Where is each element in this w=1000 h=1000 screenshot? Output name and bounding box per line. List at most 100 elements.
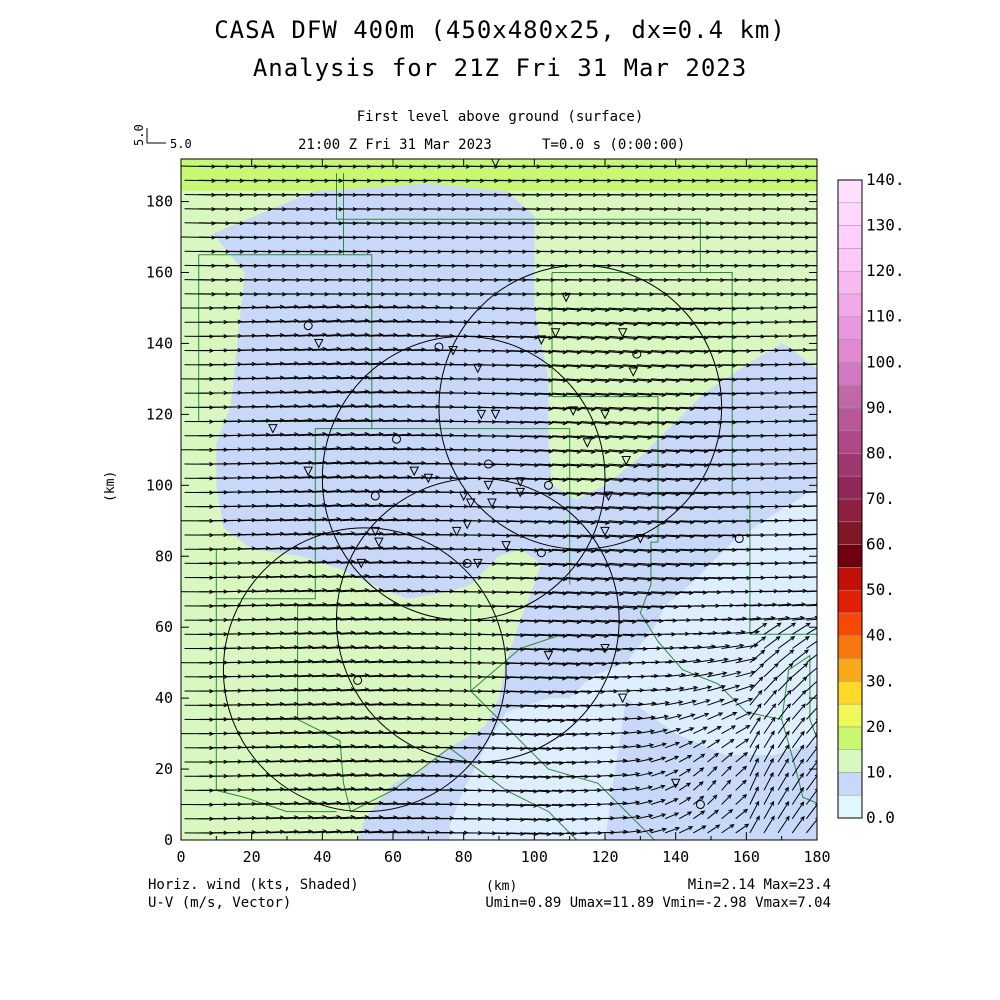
station-triangle	[635, 534, 646, 544]
wind-vector	[806, 236, 817, 238]
wind-vector	[735, 794, 748, 805]
wind-vector	[396, 588, 427, 593]
y-axis-label: (km)	[103, 470, 118, 502]
wind-vector	[636, 813, 654, 820]
wind-vector	[806, 627, 817, 635]
axes: 0 20 40 60 80 100 120 140 160 180 0 20 40 60 80 100 120 1…	[146, 159, 831, 866]
boundary-1	[343, 254, 373, 415]
wind-vector	[678, 797, 692, 805]
wind-vector	[255, 403, 285, 409]
y-tick-label: 60	[155, 618, 173, 636]
station-triangle	[465, 498, 476, 509]
stations	[268, 159, 744, 810]
colorbar-label: 130.	[866, 216, 905, 235]
boundary-3	[215, 414, 373, 600]
wind-vector	[509, 519, 540, 525]
wind-vector	[396, 616, 427, 622]
radar-ring-1	[321, 335, 606, 621]
wind-vector	[622, 743, 642, 749]
station-triangle	[582, 438, 593, 448]
wind-vector	[650, 770, 666, 777]
colorbar-swatch	[837, 749, 863, 773]
wind-vector	[396, 574, 427, 579]
wind-vector	[509, 789, 539, 794]
wind-vector	[664, 727, 682, 735]
wind-vector	[509, 377, 540, 383]
wind-vector	[792, 636, 810, 649]
wind-vector	[721, 698, 739, 706]
wind-vector	[806, 562, 817, 564]
wind-vector	[806, 618, 817, 621]
reference-vector: 5.0 5.0	[132, 124, 192, 151]
wind-vector	[806, 279, 817, 281]
wind-vector	[678, 826, 694, 834]
wind-vector	[806, 576, 817, 578]
wind-vector	[396, 702, 427, 707]
wind-vector	[792, 602, 817, 607]
station-triangle	[501, 541, 511, 551]
boundary-5	[336, 173, 701, 273]
wind-vector	[763, 676, 778, 692]
colorbar-swatch	[837, 202, 863, 226]
wind-vector	[269, 673, 300, 678]
wind-vector	[806, 590, 817, 593]
wind-vector	[396, 304, 427, 310]
colorbar: 0.0 10. 20. 30. 40. 50. 60. 70. 80. 90. 100. 110. 12…	[837, 170, 905, 827]
wind-vector	[791, 703, 806, 720]
footer-vector-label: U-V (m/s, Vector)	[148, 895, 292, 911]
wind-vector	[269, 460, 300, 465]
y-tick-label: 160	[146, 264, 173, 282]
wind-vector	[665, 700, 684, 706]
station-triangle	[462, 519, 473, 530]
boundary-7	[552, 272, 733, 397]
ref-vector-tick: 5.0	[132, 124, 146, 146]
wind-vector	[679, 699, 698, 706]
wind-vector	[735, 656, 758, 664]
wind-vector	[650, 700, 671, 706]
wind-vector	[255, 489, 285, 494]
wind-vector	[707, 698, 725, 706]
wind-vector	[269, 588, 300, 593]
wind-vector	[692, 795, 705, 805]
level-label: First level above ground (surface)	[356, 109, 644, 125]
wind-vector	[806, 420, 817, 422]
wind-vector	[791, 758, 805, 777]
wind-vector	[777, 744, 790, 763]
wind-vector	[678, 741, 694, 749]
wind-vector	[763, 743, 775, 763]
wind-vector	[509, 420, 540, 425]
wind-vector	[777, 703, 792, 720]
wind-vector	[509, 363, 540, 369]
wind-vector	[255, 347, 285, 352]
wind-vector	[749, 757, 759, 777]
station-circle	[734, 534, 744, 544]
wind-vector	[664, 798, 679, 805]
wind-vector	[255, 531, 285, 537]
wind-vector	[509, 505, 540, 511]
shade-light-southeast	[449, 487, 817, 840]
wind-vector	[791, 801, 805, 819]
colorbar-swatch	[837, 498, 863, 523]
wind-vector	[749, 663, 765, 678]
wind-vector	[269, 687, 300, 692]
wind-vector	[777, 758, 789, 777]
wind-vector	[805, 788, 817, 805]
wind-vector	[509, 690, 540, 695]
boundary-16	[781, 654, 817, 740]
wind-vector	[509, 392, 540, 397]
wind-vector	[693, 658, 715, 664]
colorbar-swatch	[837, 658, 863, 682]
wind-vector	[269, 347, 300, 352]
station-triangle	[370, 526, 381, 537]
wind-vector	[636, 799, 654, 805]
wind-vector	[396, 475, 427, 480]
wind-vector	[707, 752, 720, 763]
station-triangle	[356, 558, 367, 569]
wind-vector	[806, 463, 817, 465]
y-tick-label: 100	[146, 476, 173, 494]
wind-vector	[806, 667, 817, 678]
wind-vector	[255, 517, 285, 522]
wind-vector	[509, 619, 540, 624]
wind-vector	[255, 318, 285, 324]
wind-vector	[735, 808, 749, 820]
